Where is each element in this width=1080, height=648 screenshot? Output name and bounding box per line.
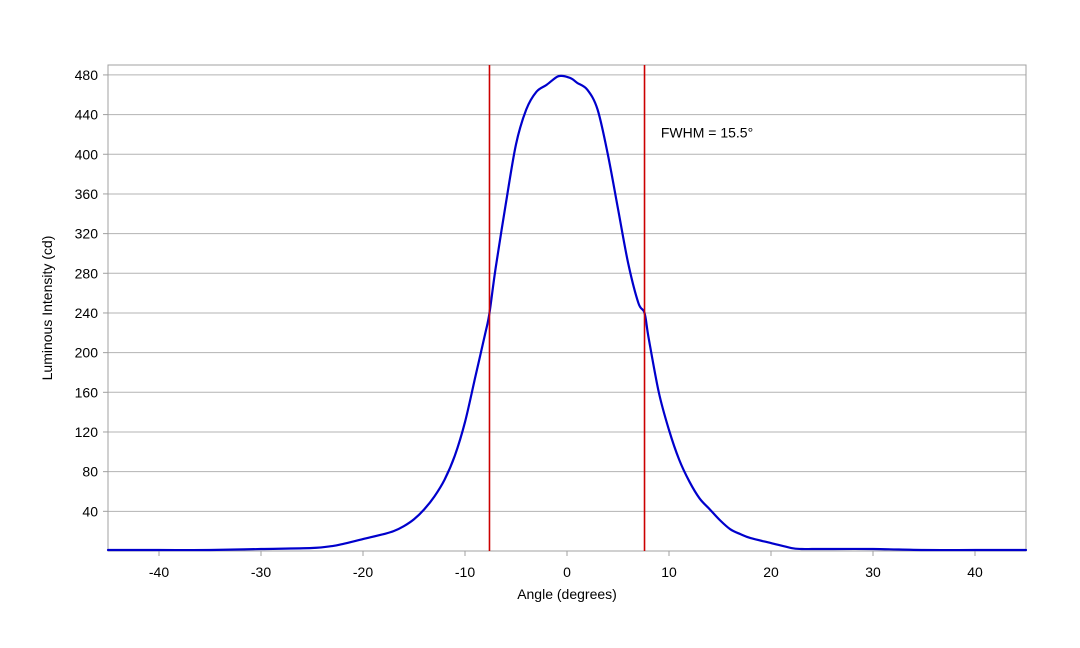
x-tick-label: 10 (661, 564, 677, 580)
intensity-curve (106, 74, 1028, 552)
y-tick-label: 200 (75, 345, 99, 361)
x-tick-label: 20 (763, 564, 779, 580)
x-tick-label: -30 (251, 564, 271, 580)
gridlines (108, 74, 1026, 512)
y-tick-label: 240 (75, 305, 99, 321)
y-tick-label: 120 (75, 424, 99, 440)
y-tick-label: 280 (75, 265, 99, 281)
y-tick-label: 480 (75, 67, 99, 83)
y-tick-label: 400 (75, 146, 99, 162)
data-series (106, 74, 1028, 552)
fwhm-annotation: FWHM = 15.5° (661, 124, 753, 140)
y-tick-label: 360 (75, 186, 99, 202)
x-tick-label: 30 (865, 564, 881, 580)
fwhm-markers (488, 65, 646, 551)
y-tick-label: 80 (82, 464, 98, 480)
x-tick-label: 40 (967, 564, 983, 580)
y-tick-label: 160 (75, 384, 99, 400)
annotations: FWHM = 15.5° (661, 124, 753, 140)
y-tick-label: 40 (82, 503, 98, 519)
y-tick-label: 320 (75, 226, 99, 242)
x-tick-label: -20 (353, 564, 373, 580)
y-tick-label: 440 (75, 107, 99, 123)
x-axis-title: Angle (degrees) (517, 586, 617, 602)
x-tick-label: -10 (455, 564, 475, 580)
y-axis-title: Luminous Intensity (cd) (39, 236, 55, 381)
x-tick-label: 0 (563, 564, 571, 580)
x-tick-label: -40 (149, 564, 169, 580)
